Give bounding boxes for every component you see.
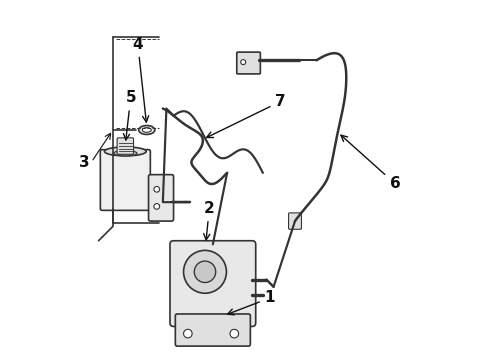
FancyBboxPatch shape [289, 213, 301, 229]
FancyBboxPatch shape [237, 52, 260, 74]
Ellipse shape [139, 126, 155, 134]
Circle shape [154, 186, 160, 192]
Circle shape [184, 329, 192, 338]
Ellipse shape [142, 128, 151, 132]
Ellipse shape [104, 147, 146, 156]
Text: 6: 6 [341, 135, 400, 191]
Text: 5: 5 [123, 90, 136, 140]
Circle shape [154, 203, 160, 209]
FancyBboxPatch shape [170, 241, 256, 327]
Circle shape [194, 261, 216, 283]
Text: 4: 4 [132, 37, 148, 122]
Ellipse shape [114, 150, 137, 156]
Text: 1: 1 [228, 291, 275, 315]
FancyBboxPatch shape [148, 175, 173, 221]
Circle shape [241, 60, 245, 64]
Text: 7: 7 [207, 94, 286, 138]
Text: 3: 3 [79, 155, 90, 170]
FancyBboxPatch shape [117, 138, 134, 154]
Circle shape [184, 250, 226, 293]
FancyBboxPatch shape [175, 314, 250, 346]
Text: 2: 2 [204, 201, 215, 240]
Circle shape [230, 329, 239, 338]
FancyBboxPatch shape [100, 150, 150, 210]
